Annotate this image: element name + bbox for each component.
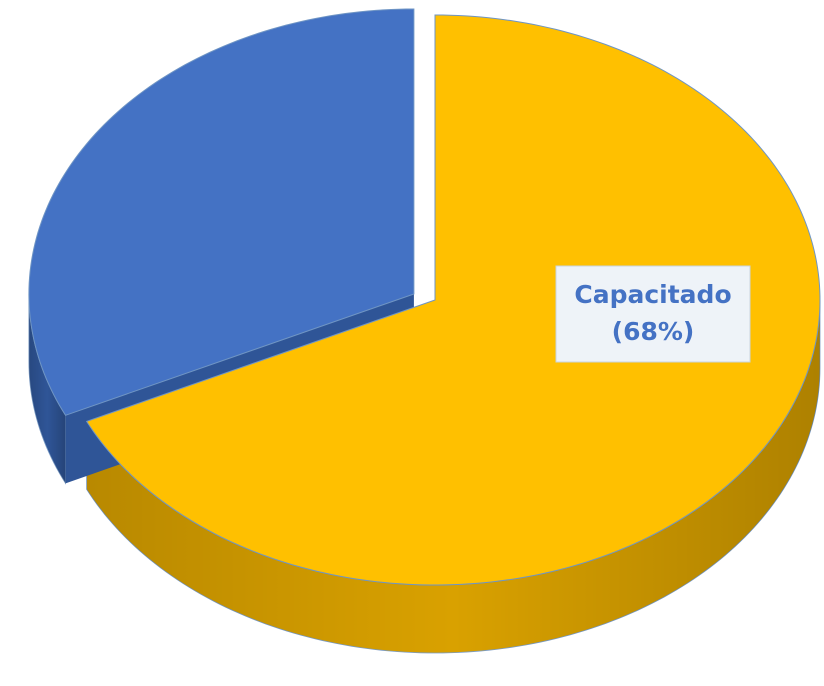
- value-label: (68%): [612, 317, 695, 346]
- data-label: Capacitado (68%): [555, 265, 751, 363]
- category-label: Capacitado: [574, 280, 731, 309]
- slice-side-shade: [86, 300, 820, 653]
- pie: [28, 8, 821, 654]
- slice: [28, 8, 415, 416]
- label-box: [555, 265, 751, 363]
- slice: [85, 14, 821, 586]
- slice-side-shade: [28, 293, 66, 484]
